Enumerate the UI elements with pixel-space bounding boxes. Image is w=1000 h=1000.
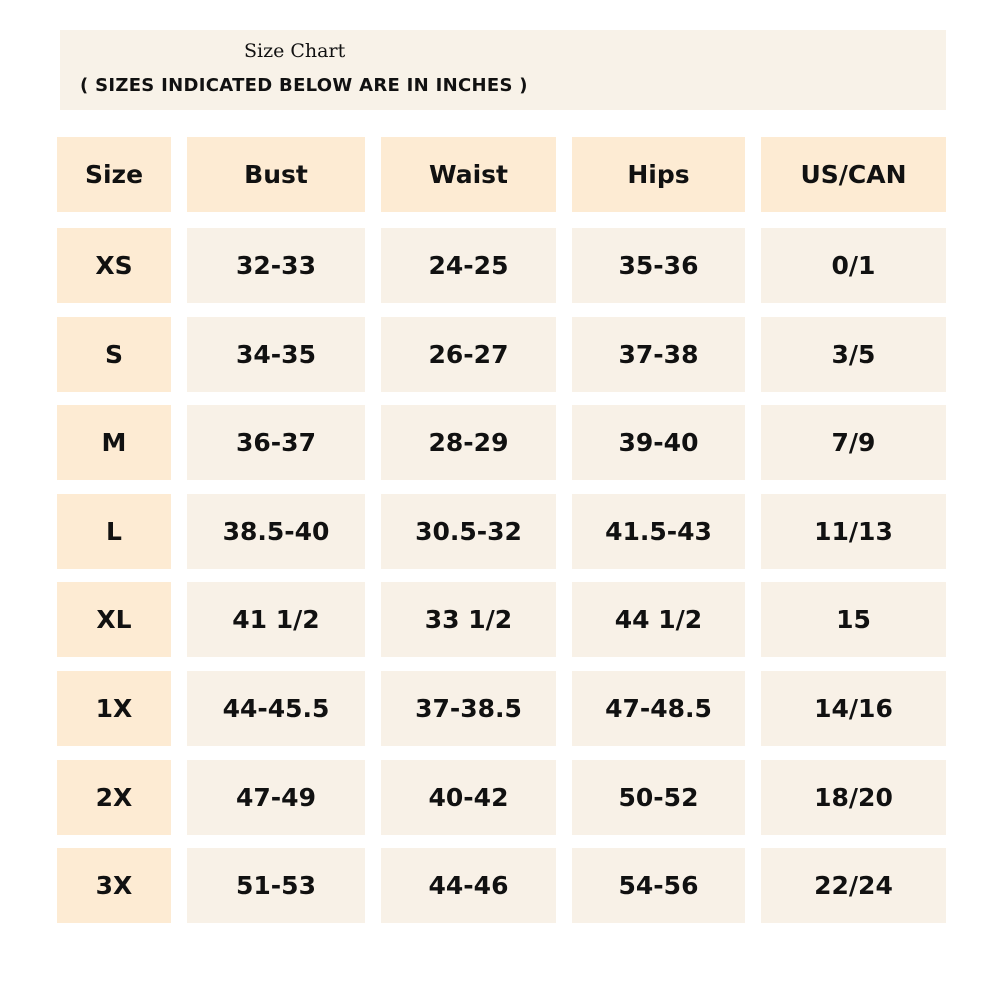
table-cell: 26-27 — [381, 317, 556, 392]
table-cell: 44-45.5 — [187, 671, 365, 746]
table-cell: 14/16 — [761, 671, 946, 746]
size-label-cell: S — [57, 317, 171, 392]
size-label-cell: M — [57, 405, 171, 480]
table-cell: 30.5-32 — [381, 494, 556, 569]
table-cell: 34-35 — [187, 317, 365, 392]
chart-title: Size Chart — [244, 40, 346, 62]
column-header-hips: Hips — [572, 137, 745, 212]
size-label-cell: 2X — [57, 760, 171, 835]
table-cell: 40-42 — [381, 760, 556, 835]
size-label-cell: XS — [57, 228, 171, 303]
table-cell: 37-38.5 — [381, 671, 556, 746]
table-cell: 51-53 — [187, 848, 365, 923]
size-label-cell: XL — [57, 582, 171, 657]
table-cell: 33 1/2 — [381, 582, 556, 657]
table-cell: 0/1 — [761, 228, 946, 303]
table-cell: 32-33 — [187, 228, 365, 303]
size-label-cell: 3X — [57, 848, 171, 923]
table-cell: 22/24 — [761, 848, 946, 923]
chart-subtitle: ( SIZES INDICATED BELOW ARE IN INCHES ) — [80, 75, 528, 96]
size-label-cell: 1X — [57, 671, 171, 746]
table-cell: 47-49 — [187, 760, 365, 835]
table-cell: 44-46 — [381, 848, 556, 923]
table-cell: 38.5-40 — [187, 494, 365, 569]
column-header-us-can: US/CAN — [761, 137, 946, 212]
table-cell: 47-48.5 — [572, 671, 745, 746]
table-cell: 50-52 — [572, 760, 745, 835]
size-label-cell: L — [57, 494, 171, 569]
table-cell: 41 1/2 — [187, 582, 365, 657]
table-cell: 7/9 — [761, 405, 946, 480]
table-cell: 24-25 — [381, 228, 556, 303]
table-cell: 37-38 — [572, 317, 745, 392]
column-header-bust: Bust — [187, 137, 365, 212]
table-cell: 15 — [761, 582, 946, 657]
column-header-size: Size — [57, 137, 171, 212]
table-cell: 28-29 — [381, 405, 556, 480]
table-cell: 18/20 — [761, 760, 946, 835]
table-cell: 36-37 — [187, 405, 365, 480]
table-cell: 35-36 — [572, 228, 745, 303]
table-cell: 41.5-43 — [572, 494, 745, 569]
title-banner — [60, 30, 946, 110]
table-cell: 3/5 — [761, 317, 946, 392]
table-cell: 54-56 — [572, 848, 745, 923]
table-cell: 44 1/2 — [572, 582, 745, 657]
table-cell: 39-40 — [572, 405, 745, 480]
column-header-waist: Waist — [381, 137, 556, 212]
table-cell: 11/13 — [761, 494, 946, 569]
